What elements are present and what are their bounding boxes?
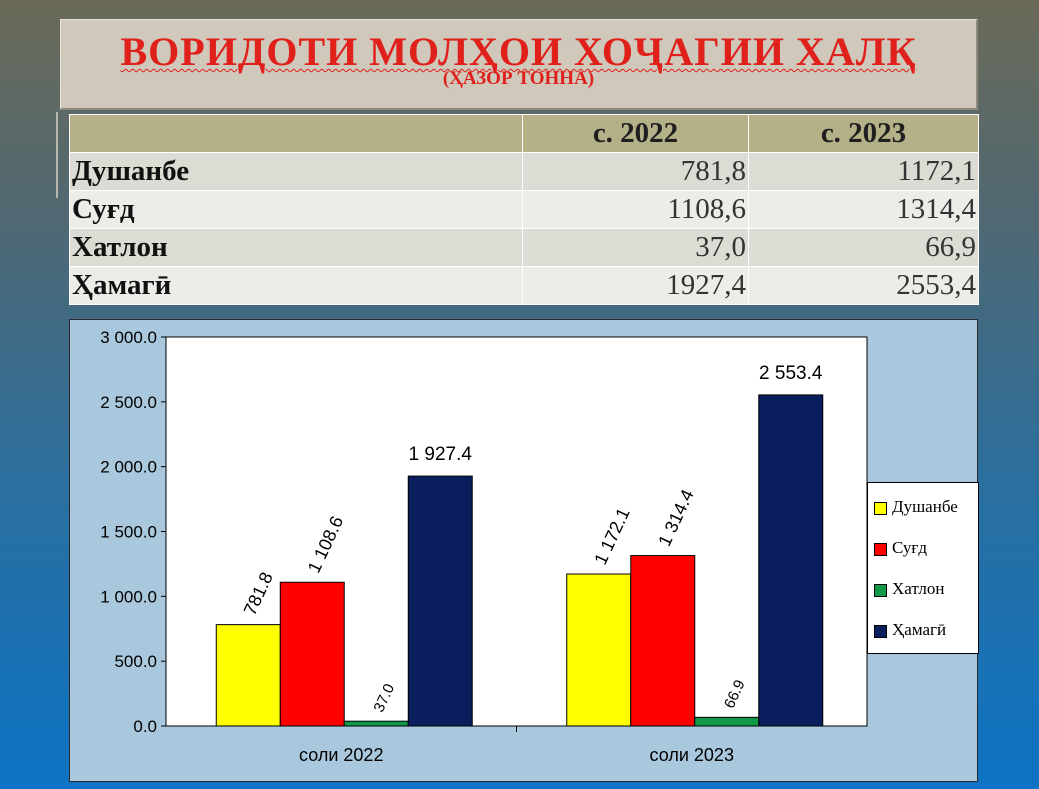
x-tick-label: соли 2022 — [299, 745, 383, 765]
legend-label: Хатлон — [892, 579, 945, 598]
y-tick-label: 1 000.0 — [100, 587, 157, 606]
table-cell: 1172,1 — [748, 152, 979, 191]
y-tick-label: 500.0 — [114, 652, 157, 671]
row-label: Суғд — [69, 190, 523, 229]
legend-swatch — [874, 542, 887, 556]
row-label: Душанбе — [69, 152, 523, 191]
bar — [566, 573, 632, 727]
y-tick-label: 2 000.0 — [100, 458, 157, 477]
bar — [407, 475, 473, 727]
data-label: 2 553.4 — [759, 363, 823, 384]
y-tick-label: 2 500.0 — [100, 393, 157, 412]
chart-area: 0.0 500.0 1 000.0 1 500.0 2 000.0 2 500.0 3 00… — [69, 319, 979, 782]
table-header-cell: с. 2022 — [522, 114, 749, 153]
table-cell: 1314,4 — [748, 190, 979, 229]
table-cell: 37,0 — [522, 228, 749, 267]
table-cell: 781,8 — [522, 152, 749, 191]
y-tick-label: 0.0 — [133, 717, 157, 736]
legend-swatch — [874, 501, 887, 515]
legend-item: Суғд — [874, 538, 927, 558]
legend-item: Хатлон — [874, 579, 944, 599]
page-title: ВОРИДОТИ МОЛҲОИ ХОҶАГИИ ХАЛҚ — [120, 29, 917, 74]
data-table: с. 2022 с. 2023 Душанбе 781,8 1172,1 Суғ… — [69, 114, 979, 305]
table-cell: 1108,6 — [522, 190, 749, 229]
bar — [343, 720, 409, 727]
bar — [758, 394, 824, 727]
row-label: Ҳамагӣ — [69, 266, 523, 305]
chart-legend: Душанбе Суғд Хатлон Ҳамагӣ — [867, 482, 979, 654]
legend-label: Суғд — [892, 538, 928, 557]
bar-chart: 0.0 500.0 1 000.0 1 500.0 2 000.0 2 500.0 3 00… — [100, 328, 868, 765]
bar — [694, 716, 760, 727]
table-cell: 66,9 — [748, 228, 979, 267]
legend-item: Ҳамагӣ — [874, 620, 946, 640]
table-row: Хатлон 37,0 66,9 — [69, 228, 979, 267]
table-row: Суғд 1108,6 1314,4 — [69, 190, 979, 229]
x-tick-label: соли 2023 — [650, 745, 734, 765]
y-tick-label: 3 000.0 — [100, 328, 157, 347]
table-row: Душанбе 781,8 1172,1 — [69, 152, 979, 191]
table-cell: 2553,4 — [748, 266, 979, 305]
table-header-cell: с. 2023 — [748, 114, 979, 153]
legend-label: Душанбе — [892, 497, 958, 516]
title-box: ВОРИДОТИ МОЛҲОИ ХОҶАГИИ ХАЛҚ (ҲАЗОР ТОНН… — [60, 19, 978, 110]
data-label: 1 927.4 — [409, 444, 473, 465]
page-subtitle: (ҲАЗОР ТОННА) — [442, 68, 595, 89]
table-row: Ҳамагӣ 1927,4 2553,4 — [69, 266, 979, 305]
legend-label: Ҳамагӣ — [892, 620, 947, 639]
table-header-cell — [69, 114, 523, 153]
legend-swatch — [874, 624, 887, 638]
bar — [279, 581, 345, 727]
legend-swatch — [874, 583, 887, 597]
divider-line — [56, 112, 58, 198]
bar — [215, 624, 281, 727]
y-tick-label: 1 500.0 — [100, 523, 157, 542]
table-header-row: с. 2022 с. 2023 — [69, 114, 979, 153]
legend-item: Душанбе — [874, 497, 958, 517]
bar — [630, 555, 696, 727]
row-label: Хатлон — [69, 228, 523, 267]
table-cell: 1927,4 — [522, 266, 749, 305]
